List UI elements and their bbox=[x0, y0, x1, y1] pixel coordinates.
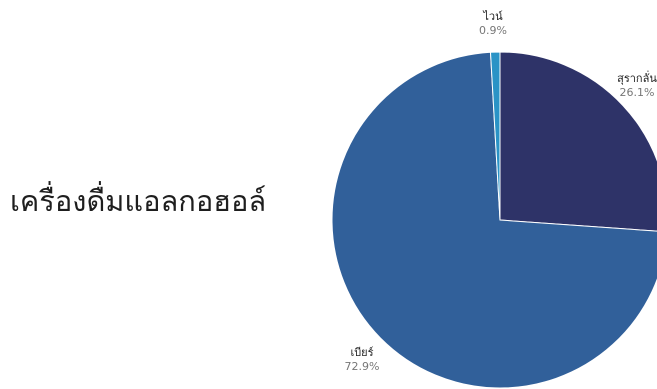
slice-value-beer: 72.9% bbox=[345, 360, 380, 373]
slice-label-spirits: สุรากลั่น bbox=[617, 70, 657, 85]
slice-label-wine: ไวน์ bbox=[482, 10, 503, 23]
slice-label-beer: เบียร์ bbox=[350, 346, 373, 359]
slice-value-spirits: 26.1% bbox=[620, 86, 655, 99]
pie-slice-wine[interactable] bbox=[489, 51, 501, 221]
pie-slices bbox=[331, 51, 657, 389]
pie-slice-beer[interactable] bbox=[331, 51, 657, 389]
slice-labels: สุรากลั่น26.1% เบียร์72.9% ไวน์0.9% bbox=[345, 10, 657, 373]
pie-slice-spirits[interactable] bbox=[499, 51, 657, 232]
slice-value-wine: 0.9% bbox=[479, 24, 507, 37]
chart-title: เครื่องดื่มแอลกอฮอล์ bbox=[10, 184, 267, 218]
